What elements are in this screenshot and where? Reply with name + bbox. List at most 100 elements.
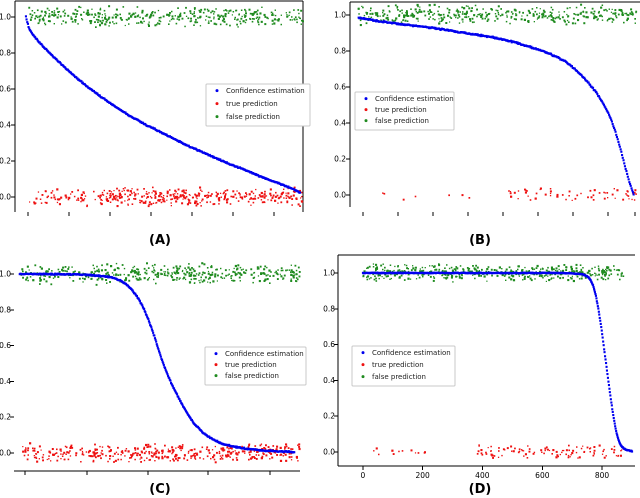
- data-point: [72, 12, 75, 15]
- data-point: [50, 196, 53, 199]
- data-point: [151, 329, 154, 332]
- data-point: [150, 455, 153, 457]
- data-point: [280, 201, 283, 204]
- data-point: [611, 408, 614, 411]
- data-point: [134, 292, 137, 295]
- data-point: [244, 272, 246, 274]
- data-point: [293, 190, 296, 193]
- data-point: [48, 450, 51, 453]
- data-point: [228, 10, 231, 12]
- data-point: [250, 204, 252, 206]
- data-point: [185, 6, 187, 9]
- data-point: [383, 192, 386, 195]
- data-point: [24, 449, 27, 452]
- data-point: [432, 279, 435, 282]
- data-point: [182, 198, 184, 200]
- legend-marker-false_prediction: [215, 115, 219, 119]
- data-point: [536, 18, 538, 20]
- data-point: [234, 280, 236, 282]
- data-point: [261, 201, 264, 204]
- x-tick-label: 200: [415, 471, 430, 479]
- data-point: [171, 15, 174, 18]
- data-point: [173, 18, 175, 20]
- data-point: [375, 20, 378, 23]
- data-point: [119, 273, 122, 276]
- data-point: [189, 10, 192, 13]
- data-point: [497, 13, 500, 16]
- data-point: [457, 10, 460, 13]
- data-point: [106, 198, 109, 200]
- data-point: [94, 443, 96, 446]
- data-point: [522, 450, 525, 452]
- data-point: [266, 16, 269, 19]
- data-point: [33, 201, 36, 204]
- data-point: [131, 192, 133, 195]
- data-point: [34, 36, 37, 39]
- data-point: [371, 18, 374, 21]
- data-point: [232, 195, 234, 198]
- data-point: [41, 456, 44, 459]
- series-band-true_prediction: [382, 192, 471, 201]
- data-point: [236, 452, 238, 454]
- data-point: [487, 447, 489, 449]
- x-tick-label: 600: [535, 471, 550, 479]
- data-point: [235, 9, 237, 12]
- data-point: [536, 7, 538, 9]
- data-point: [568, 190, 571, 193]
- data-point: [553, 277, 555, 279]
- data-point: [161, 455, 164, 458]
- data-point: [223, 9, 225, 12]
- data-point: [199, 450, 202, 453]
- data-point: [245, 10, 247, 12]
- data-point: [539, 188, 541, 191]
- data-point: [495, 269, 498, 272]
- data-point: [539, 187, 542, 190]
- data-point: [296, 198, 298, 200]
- y-tick-label: 1.0: [0, 270, 11, 279]
- data-point: [580, 11, 582, 13]
- data-point: [424, 267, 426, 269]
- data-point: [40, 202, 43, 204]
- data-point: [138, 279, 140, 281]
- data-point: [105, 454, 107, 457]
- data-point: [30, 16, 33, 19]
- data-point: [438, 264, 441, 267]
- data-point: [617, 13, 620, 16]
- data-point: [541, 451, 543, 453]
- data-point: [86, 205, 88, 208]
- data-point: [115, 194, 117, 197]
- data-point: [592, 454, 595, 457]
- data-point: [181, 190, 184, 193]
- data-point: [64, 66, 67, 69]
- data-point: [151, 264, 154, 267]
- data-point: [154, 194, 156, 196]
- data-point: [123, 267, 126, 270]
- data-point: [134, 275, 137, 278]
- data-point: [501, 273, 504, 277]
- data-point: [33, 12, 36, 14]
- data-point: [110, 449, 112, 452]
- data-point: [366, 12, 369, 14]
- data-point: [591, 274, 594, 276]
- data-point: [570, 266, 573, 269]
- data-point: [236, 23, 238, 26]
- data-point: [467, 269, 470, 272]
- data-point: [274, 199, 277, 202]
- data-point: [580, 192, 582, 195]
- data-point: [239, 196, 242, 199]
- data-point: [518, 450, 521, 452]
- data-point: [538, 15, 541, 17]
- data-point: [461, 194, 464, 197]
- data-point: [150, 197, 153, 199]
- data-point: [277, 19, 280, 22]
- data-point: [480, 449, 483, 452]
- data-point: [151, 11, 154, 14]
- data-point: [162, 362, 165, 365]
- data-point: [383, 13, 386, 15]
- data-point: [192, 454, 195, 456]
- data-point: [86, 11, 88, 13]
- data-point: [146, 197, 148, 199]
- data-point: [294, 264, 297, 267]
- data-point: [267, 446, 270, 448]
- data-point: [81, 199, 83, 201]
